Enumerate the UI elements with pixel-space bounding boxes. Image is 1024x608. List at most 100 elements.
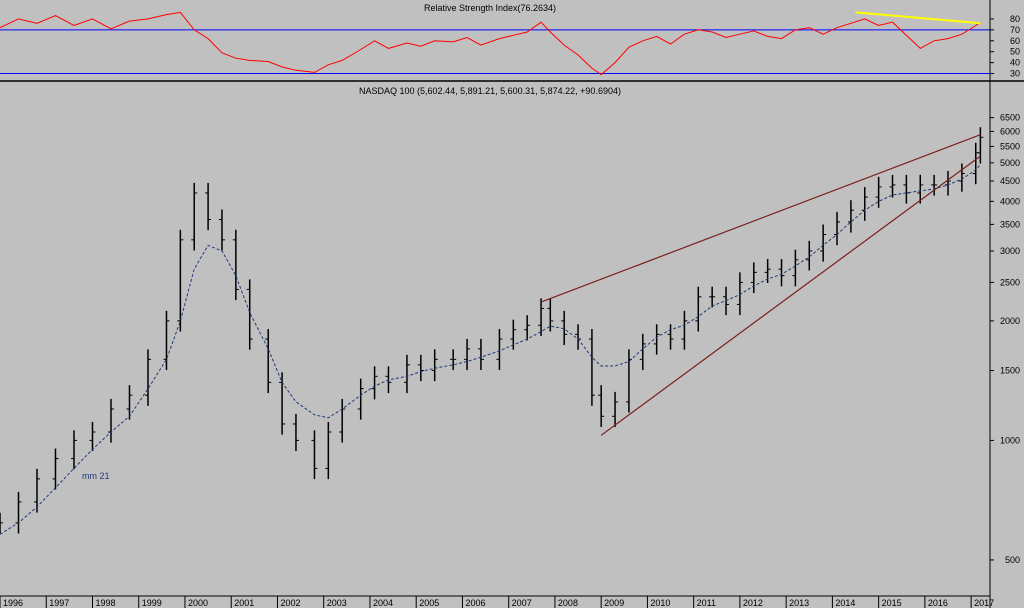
- x-tick-label: 2017: [974, 598, 994, 608]
- x-tick-label: 2000: [188, 598, 208, 608]
- ohlc-bar: [792, 249, 799, 287]
- rsi-tick-label: 70: [1010, 25, 1020, 35]
- ohlc-bar: [496, 329, 503, 371]
- x-tick-label: 2010: [650, 598, 670, 608]
- ma-label: mm 21: [82, 471, 110, 481]
- x-tick-label: 2014: [835, 598, 855, 608]
- price-tick-label: 2500: [1000, 277, 1020, 287]
- ohlc-bar: [371, 366, 378, 400]
- x-tick-label: 2015: [882, 598, 902, 608]
- ohlc-bar: [861, 187, 868, 221]
- ohlc-bar: [52, 448, 59, 490]
- price-tick-label: 1500: [1000, 365, 1020, 375]
- price-axis: 500 1000 1500 2000 2500 3000 3500 4000 4500 5000 5…: [990, 113, 1020, 565]
- moving-average-line: [0, 164, 981, 535]
- rsi-tick-label: 30: [1010, 69, 1020, 79]
- x-tick-label: 2004: [373, 598, 393, 608]
- ohlc-bar: [107, 398, 114, 443]
- ohlc-bar: [977, 127, 984, 164]
- ohlc-bar: [163, 310, 170, 371]
- x-axis: 1996 1997 1998 1999 2000 2001 2002 2003 2004 2005…: [0, 596, 994, 608]
- x-tick-label: 2013: [789, 598, 809, 608]
- rsi-series-line: [0, 11, 981, 76]
- rsi-panel: Relative Strength Index(76.2634) 3040506…: [0, 0, 1024, 81]
- ohlc-bar: [667, 324, 674, 350]
- ohlc-bar: [778, 259, 785, 287]
- ohlc-bar: [561, 310, 568, 345]
- x-tick-label: 1998: [95, 598, 115, 608]
- ohlc-bar: [325, 421, 332, 480]
- price-tick-label: 2000: [1000, 316, 1020, 326]
- ohlc-bar: [177, 229, 184, 332]
- ohlc-bar: [945, 170, 952, 196]
- x-tick-label: 1997: [49, 598, 69, 608]
- rsi-trend-line: [855, 11, 981, 25]
- x-tick-label: 2016: [928, 598, 948, 608]
- rsi-title: Relative Strength Index(76.2634): [424, 3, 556, 13]
- ohlc-bar: [191, 182, 198, 251]
- ohlc-bar: [246, 279, 253, 350]
- x-tick-label: 2008: [558, 598, 578, 608]
- price-title: NASDAQ 100 (5,602.44, 5,891.21, 5,600.31…: [359, 86, 621, 96]
- price-tick-label: 6000: [1000, 126, 1020, 136]
- price-tick-label: 3000: [1000, 246, 1020, 256]
- ohlc-bar: [89, 421, 96, 452]
- ohlc-bar: [736, 272, 743, 316]
- ohlc-bar: [958, 163, 965, 192]
- ohlc-bar: [598, 385, 605, 427]
- ohlc-bar: [403, 354, 410, 394]
- ohlc-bar: [625, 349, 632, 413]
- ohlc-bar: [431, 349, 438, 382]
- ohlc-bar: [547, 298, 554, 332]
- price-tick-label: 500: [1005, 555, 1020, 565]
- x-tick-label: 1999: [142, 598, 162, 608]
- ohlc-bar: [0, 512, 3, 534]
- ohlc-bar: [588, 329, 595, 406]
- ohlc-bars: [0, 127, 984, 534]
- x-tick-label: 2007: [512, 598, 532, 608]
- ohlc-bar: [417, 354, 424, 382]
- rsi-tick-label: 50: [1010, 47, 1020, 57]
- price-tick-label: 5500: [1000, 141, 1020, 151]
- price-tick-label: 5000: [1000, 158, 1020, 168]
- ohlc-bar: [311, 430, 318, 480]
- support-trend-line: [600, 155, 981, 436]
- ohlc-bar: [205, 182, 212, 231]
- x-tick-label: 2012: [743, 598, 763, 608]
- ohlc-bar: [847, 200, 854, 233]
- rsi-tick-label: 80: [1010, 14, 1020, 24]
- ohlc-bar: [524, 315, 531, 341]
- ohlc-bar: [681, 310, 688, 350]
- ohlc-bar: [889, 174, 896, 198]
- ohlc-bar: [450, 349, 457, 371]
- price-tick-label: 6500: [1000, 113, 1020, 123]
- resistance-trend-line: [540, 134, 981, 303]
- ohlc-bar: [612, 391, 619, 427]
- x-tick-label: 2009: [604, 598, 624, 608]
- ohlc-bar: [279, 372, 286, 435]
- ohlc-bar: [70, 430, 77, 470]
- ohlc-bar: [931, 174, 938, 196]
- ohlc-bar: [917, 174, 924, 204]
- ohlc-bar: [339, 398, 346, 443]
- ohlc-bar: [15, 491, 22, 534]
- ohlc-bar: [265, 329, 272, 394]
- ohlc-bar: [806, 240, 813, 271]
- ohlc-bar: [695, 286, 702, 332]
- ohlc-bar: [33, 468, 40, 513]
- ohlc-bar: [834, 211, 841, 246]
- ohlc-bar: [903, 174, 910, 204]
- x-tick-label: 1996: [3, 598, 23, 608]
- price-tick-label: 1000: [1000, 435, 1020, 445]
- price-tick-label: 4000: [1000, 196, 1020, 206]
- ohlc-bar: [144, 349, 151, 406]
- rsi-level-lines: [0, 29, 990, 75]
- ohlc-bar: [709, 286, 716, 308]
- rsi-tick-label: 60: [1010, 36, 1020, 46]
- price-tick-label: 4500: [1000, 176, 1020, 186]
- price-tick-label: 3500: [1000, 219, 1020, 229]
- price-panel: NASDAQ 100 (5,602.44, 5,891.21, 5,600.31…: [0, 86, 1020, 565]
- ohlc-bar: [232, 229, 239, 301]
